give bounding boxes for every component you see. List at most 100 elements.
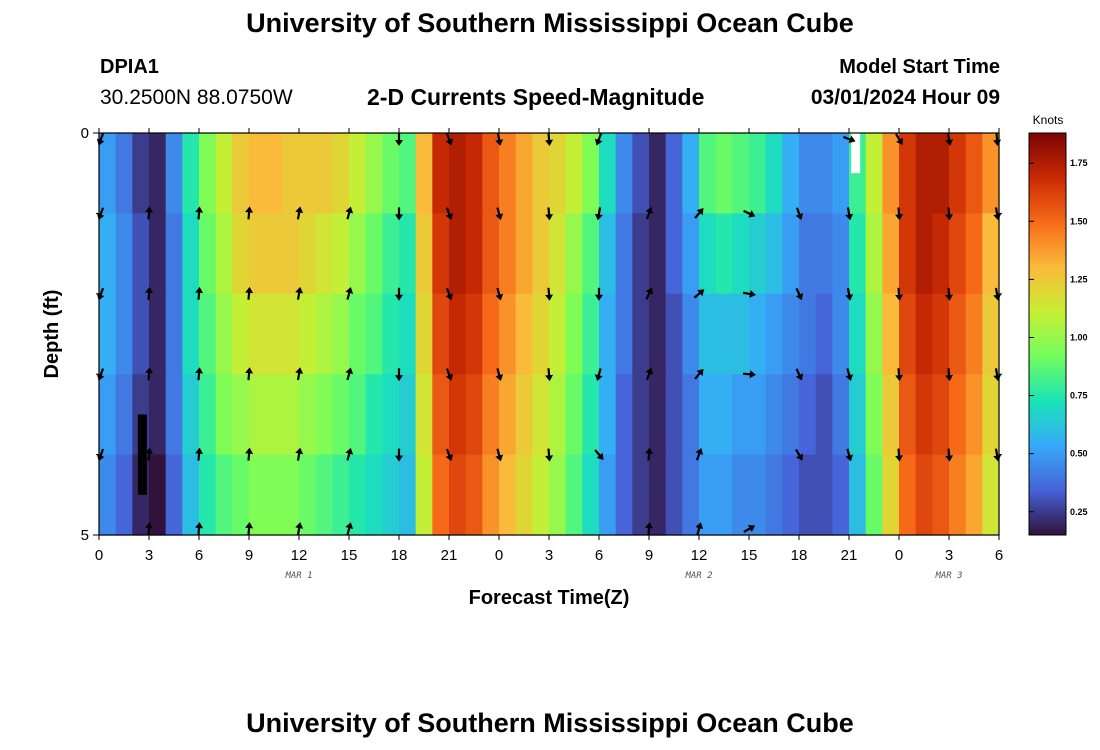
current-arrow-head bbox=[645, 447, 654, 454]
heatmap-cell bbox=[165, 293, 183, 375]
current-arrow-shaft bbox=[994, 287, 999, 296]
heatmap-cell bbox=[599, 293, 617, 375]
current-arrow bbox=[395, 133, 403, 146]
current-arrow bbox=[445, 132, 454, 146]
heatmap-cell bbox=[699, 374, 717, 456]
heatmap-cell bbox=[415, 293, 433, 375]
current-arrow-shaft bbox=[743, 209, 752, 216]
heatmap-cell bbox=[465, 374, 483, 456]
station-id: DPIA1 bbox=[100, 56, 159, 78]
heatmap-cell bbox=[632, 213, 650, 295]
current-arrow-head bbox=[945, 294, 954, 301]
x-tick-label: 9 bbox=[645, 547, 653, 564]
heatmap-cell bbox=[615, 374, 633, 456]
heatmap-cell bbox=[965, 374, 983, 456]
heatmap-cell bbox=[915, 133, 933, 214]
current-arrow bbox=[395, 287, 403, 301]
x-tick-label: 15 bbox=[341, 547, 358, 564]
y-axis: 05 bbox=[81, 125, 1002, 544]
heatmap-cell bbox=[865, 293, 883, 375]
x-tick-label: 0 bbox=[895, 547, 903, 564]
heatmap-cell bbox=[965, 213, 983, 295]
heatmap-cell bbox=[99, 374, 117, 456]
heatmap-cell bbox=[99, 454, 117, 536]
heatmap-cell bbox=[899, 374, 917, 456]
heatmap-cell bbox=[732, 213, 750, 295]
current-arrow-shaft bbox=[346, 211, 351, 220]
current-arrow bbox=[594, 207, 603, 221]
current-arrow-shaft bbox=[547, 448, 551, 457]
current-arrow-head bbox=[645, 287, 654, 295]
heatmap-cell bbox=[665, 454, 683, 536]
current-arrow bbox=[645, 206, 654, 220]
current-arrow-head bbox=[594, 374, 603, 381]
heatmap-cell bbox=[632, 293, 650, 375]
current-arrow bbox=[345, 522, 354, 536]
heatmap-cell bbox=[715, 374, 733, 456]
heatmap-cell bbox=[399, 374, 417, 456]
heatmap-cell bbox=[365, 454, 383, 536]
current-arrow-shaft bbox=[846, 287, 851, 296]
heatmap-cell bbox=[315, 293, 333, 375]
current-arrow-head bbox=[145, 522, 154, 529]
heatmap-cell bbox=[249, 213, 267, 295]
current-arrow-shaft bbox=[99, 448, 105, 457]
current-arrow-shaft bbox=[846, 448, 851, 457]
colorbar-tick-label: 0.25 bbox=[1070, 507, 1088, 517]
model-start-label: Model Start Time bbox=[839, 56, 1000, 78]
current-arrow-head bbox=[748, 210, 756, 218]
heatmap-cell bbox=[232, 293, 250, 375]
current-arrow-shaft bbox=[597, 132, 603, 142]
current-arrow-shaft bbox=[743, 527, 752, 533]
heatmap-cell bbox=[949, 374, 967, 456]
current-arrow-shaft bbox=[647, 526, 651, 536]
current-arrow-head bbox=[749, 290, 756, 298]
current-arrow bbox=[295, 286, 304, 300]
current-arrow bbox=[395, 448, 403, 462]
current-arrow-shaft bbox=[547, 132, 551, 142]
current-arrow-shaft bbox=[694, 211, 702, 219]
x-tick-label: 6 bbox=[995, 547, 1003, 564]
current-arrow-head bbox=[345, 447, 354, 455]
heatmap-cell bbox=[615, 133, 633, 214]
current-arrow-shaft bbox=[897, 448, 901, 457]
chart-title: University of Southern Mississippi Ocean… bbox=[246, 8, 854, 38]
heatmap-cell bbox=[982, 374, 1000, 456]
current-arrow bbox=[495, 207, 504, 221]
heatmap-cell bbox=[115, 374, 133, 456]
heatmap-cell bbox=[315, 133, 333, 214]
heatmap-cell bbox=[449, 454, 467, 536]
current-arrow-head bbox=[295, 447, 304, 455]
current-arrow bbox=[195, 447, 204, 461]
current-arrow-shaft bbox=[496, 368, 501, 377]
x-tick-label: 3 bbox=[545, 547, 553, 564]
current-arrow bbox=[795, 287, 804, 301]
heatmap-cell bbox=[649, 374, 667, 456]
current-arrow-head bbox=[895, 294, 904, 301]
heatmap-cell bbox=[215, 374, 233, 456]
heatmap-cell bbox=[832, 454, 850, 536]
current-arrow-shaft bbox=[742, 291, 752, 296]
colorbar-unit: Knots bbox=[1033, 113, 1064, 127]
current-arrow-head bbox=[545, 139, 554, 146]
heatmap-cell bbox=[465, 213, 483, 295]
current-arrow bbox=[742, 290, 756, 298]
current-arrow-shaft bbox=[846, 368, 851, 377]
heatmap-cell bbox=[165, 213, 183, 295]
current-arrow-head bbox=[596, 452, 604, 460]
current-arrow bbox=[945, 132, 954, 146]
heatmap-cell bbox=[165, 454, 183, 536]
heatmap-cell bbox=[182, 133, 200, 214]
current-arrow-shaft bbox=[99, 368, 105, 377]
heatmap-cell bbox=[749, 213, 767, 295]
current-arrow bbox=[743, 209, 756, 218]
colorbar-tick-label: 0.75 bbox=[1070, 391, 1088, 401]
current-arrow bbox=[742, 370, 756, 379]
x-tick-label: 9 bbox=[245, 547, 253, 564]
heatmap-cell bbox=[765, 454, 783, 536]
heatmap-cell bbox=[465, 133, 483, 214]
current-arrow-head bbox=[395, 214, 403, 221]
heatmap-cell bbox=[599, 454, 617, 536]
current-arrow-shaft bbox=[897, 207, 901, 216]
current-arrow bbox=[195, 286, 204, 300]
